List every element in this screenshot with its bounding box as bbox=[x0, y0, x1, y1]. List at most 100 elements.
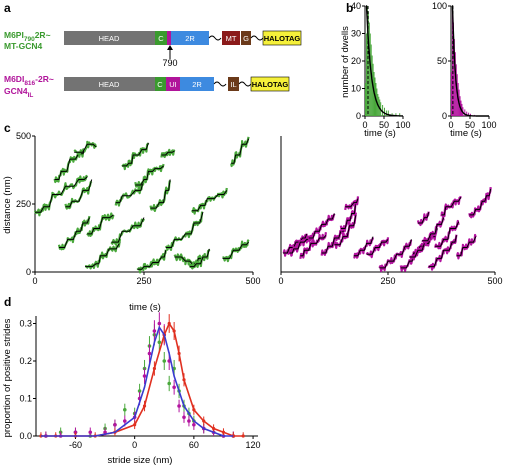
arrow-label: 790 bbox=[162, 58, 177, 68]
trace-step-fit bbox=[54, 149, 86, 180]
b1-y-tick-label: 20 bbox=[351, 56, 361, 66]
histogram-bar bbox=[366, 6, 368, 116]
trace-data bbox=[149, 180, 172, 212]
histogram-bar bbox=[453, 39, 455, 116]
histogram-bar bbox=[391, 113, 393, 116]
histogram-bar bbox=[368, 22, 370, 116]
construct-1-name-line1: M6PI7902R~ bbox=[4, 30, 51, 43]
data-point bbox=[177, 404, 181, 408]
2r-label: 2R bbox=[192, 80, 202, 89]
histogram-bar bbox=[454, 52, 456, 116]
ui-domain bbox=[166, 77, 180, 91]
trace-data bbox=[353, 237, 375, 259]
b2-y-tick-label: 50 bbox=[437, 56, 447, 66]
trace-step-fit bbox=[161, 150, 175, 156]
trace-step-fit bbox=[456, 236, 477, 257]
histogram-bar bbox=[384, 107, 385, 116]
traces-green: 0 250 500 0 250 500 bbox=[16, 131, 261, 286]
mt-label: MT bbox=[226, 34, 237, 43]
data-point bbox=[103, 430, 107, 435]
trace-step-fit bbox=[321, 226, 346, 254]
data-point bbox=[212, 426, 216, 431]
data-point bbox=[182, 415, 186, 420]
histogram-bar bbox=[466, 111, 468, 116]
2r-domain bbox=[171, 31, 209, 45]
halotag-label: HALOTAG bbox=[252, 80, 289, 89]
stride-distribution: -60 0 60 120 0.0 0.1 0.2 0.3 bbox=[19, 312, 261, 450]
panel-label-d: d bbox=[4, 295, 11, 309]
trace-data bbox=[191, 187, 228, 215]
trace-data bbox=[307, 213, 336, 242]
head-domain bbox=[64, 77, 155, 91]
histogram-magenta: 0 50 100 0 50 100 bbox=[432, 1, 497, 130]
data-point bbox=[142, 374, 147, 378]
trace-step-fit bbox=[111, 217, 145, 243]
trace-step-fit bbox=[165, 212, 204, 248]
b2-x-tick-label: 0 bbox=[448, 120, 453, 130]
data-point bbox=[133, 423, 137, 427]
data-point bbox=[167, 321, 171, 326]
trace-data bbox=[114, 176, 146, 207]
c2-x-tick-label: 250 bbox=[380, 276, 395, 286]
data-point bbox=[192, 408, 196, 412]
c1-x-tick-label: 250 bbox=[136, 276, 151, 286]
c1-x-tick-label: 0 bbox=[32, 276, 37, 286]
trace-step-fit bbox=[59, 217, 90, 248]
trace-data bbox=[416, 211, 430, 227]
b-xlabel-right: time (s) bbox=[450, 128, 482, 139]
b2-x-tick-label: 50 bbox=[465, 120, 475, 130]
trace-step-fit bbox=[222, 241, 249, 259]
trace-data bbox=[434, 219, 460, 250]
trace-step-fit bbox=[366, 239, 389, 255]
trace-step-fit bbox=[87, 214, 114, 235]
d-y-tick-label: 0.1 bbox=[19, 394, 32, 404]
data-point bbox=[172, 385, 176, 390]
trace-data bbox=[468, 186, 492, 219]
trace-step-fit bbox=[441, 196, 462, 216]
trace-step-fit bbox=[137, 250, 167, 270]
histogram-bar bbox=[365, 83, 366, 116]
trace-step-fit bbox=[300, 234, 327, 257]
data-point bbox=[88, 430, 93, 435]
trace-step-fit bbox=[192, 190, 228, 212]
fit-curve bbox=[40, 325, 234, 437]
halotag-domain bbox=[250, 76, 290, 92]
fit-curve bbox=[40, 321, 244, 437]
histogram-bar bbox=[399, 113, 401, 116]
data-point bbox=[152, 329, 157, 333]
trace-step-fit bbox=[334, 214, 357, 246]
data-point bbox=[142, 404, 147, 408]
histogram-bar bbox=[371, 55, 373, 116]
data-point bbox=[152, 366, 156, 371]
arrow-head-icon bbox=[167, 45, 173, 50]
c-label: C bbox=[157, 80, 163, 89]
d-y-tick-label: 0.0 bbox=[19, 431, 32, 441]
data-point bbox=[137, 389, 142, 393]
halotag-label: HALOTAG bbox=[264, 34, 301, 43]
2r-label: 2R bbox=[185, 34, 195, 43]
histogram-bar bbox=[468, 112, 470, 116]
trace-data bbox=[160, 148, 176, 158]
linker-2 bbox=[250, 35, 264, 41]
trace-data bbox=[222, 239, 250, 263]
ui-label: UI bbox=[169, 80, 177, 89]
trace-step-fit bbox=[35, 176, 88, 213]
c-domain bbox=[155, 77, 166, 91]
c-label: C bbox=[158, 34, 164, 43]
trace-step-fit bbox=[231, 138, 250, 164]
fit-curve bbox=[451, 5, 489, 117]
panel-label-c: c bbox=[4, 121, 11, 135]
c-xlabel: time (s) bbox=[129, 302, 161, 313]
trace-step-fit bbox=[422, 217, 445, 242]
histogram-bar bbox=[369, 33, 371, 116]
histogram-bar bbox=[464, 109, 466, 116]
histogram-bar bbox=[385, 110, 387, 116]
trace-step-fit bbox=[409, 228, 438, 258]
c-domain bbox=[155, 31, 167, 45]
trace-data bbox=[121, 142, 150, 171]
head-domain bbox=[64, 31, 155, 45]
2r-domain bbox=[180, 77, 214, 91]
trace-step-fit bbox=[308, 213, 335, 239]
construct-2-name-line1: M6DI816-2R~ bbox=[4, 74, 54, 87]
